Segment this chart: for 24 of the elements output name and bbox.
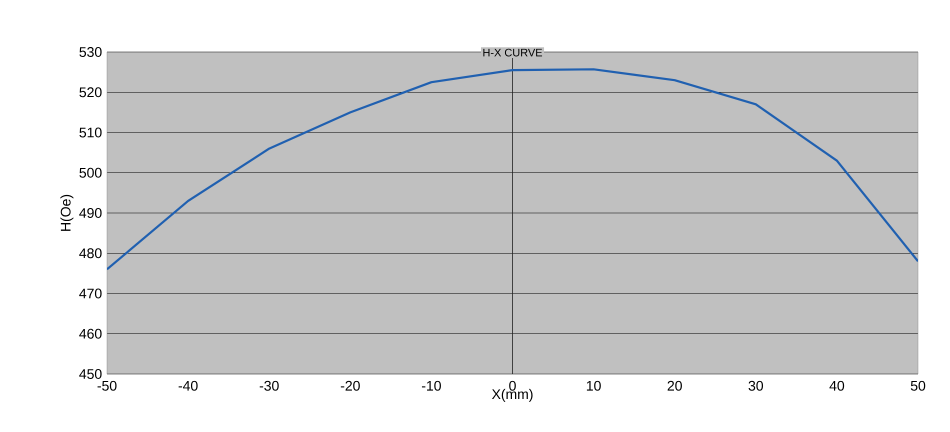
x-tick-label: -10 xyxy=(422,380,441,391)
y-tick-label: 530 xyxy=(79,47,102,57)
x-tick-label: 0 xyxy=(509,380,516,391)
x-tick-label: -30 xyxy=(260,380,279,391)
x-tick-label: 10 xyxy=(586,380,601,391)
y-tick-label: 460 xyxy=(79,328,102,339)
y-tick-label: 490 xyxy=(79,208,102,218)
y-tick-label: 480 xyxy=(79,248,102,258)
y-tick-label: 520 xyxy=(79,87,102,98)
chart-title: H-X CURVE xyxy=(483,48,542,56)
x-tick-label: -50 xyxy=(98,380,117,391)
x-axis-title: X(mm) xyxy=(492,388,533,402)
line-series xyxy=(107,68,918,270)
x-tick-label: -40 xyxy=(178,380,198,391)
x-tick-label: -20 xyxy=(340,380,360,391)
x-tick-label: 40 xyxy=(829,380,844,391)
x-tick-label: 30 xyxy=(748,380,764,391)
y-tick-label: 450 xyxy=(79,369,102,379)
y-tick-label: 500 xyxy=(79,168,102,178)
y-tick-label: 510 xyxy=(79,128,102,138)
x-tick-label: 50 xyxy=(910,380,926,391)
x-tick-label: 20 xyxy=(668,380,682,391)
y-tick-label: 470 xyxy=(79,288,102,298)
y-axis-title: H(Oe) xyxy=(60,194,74,231)
